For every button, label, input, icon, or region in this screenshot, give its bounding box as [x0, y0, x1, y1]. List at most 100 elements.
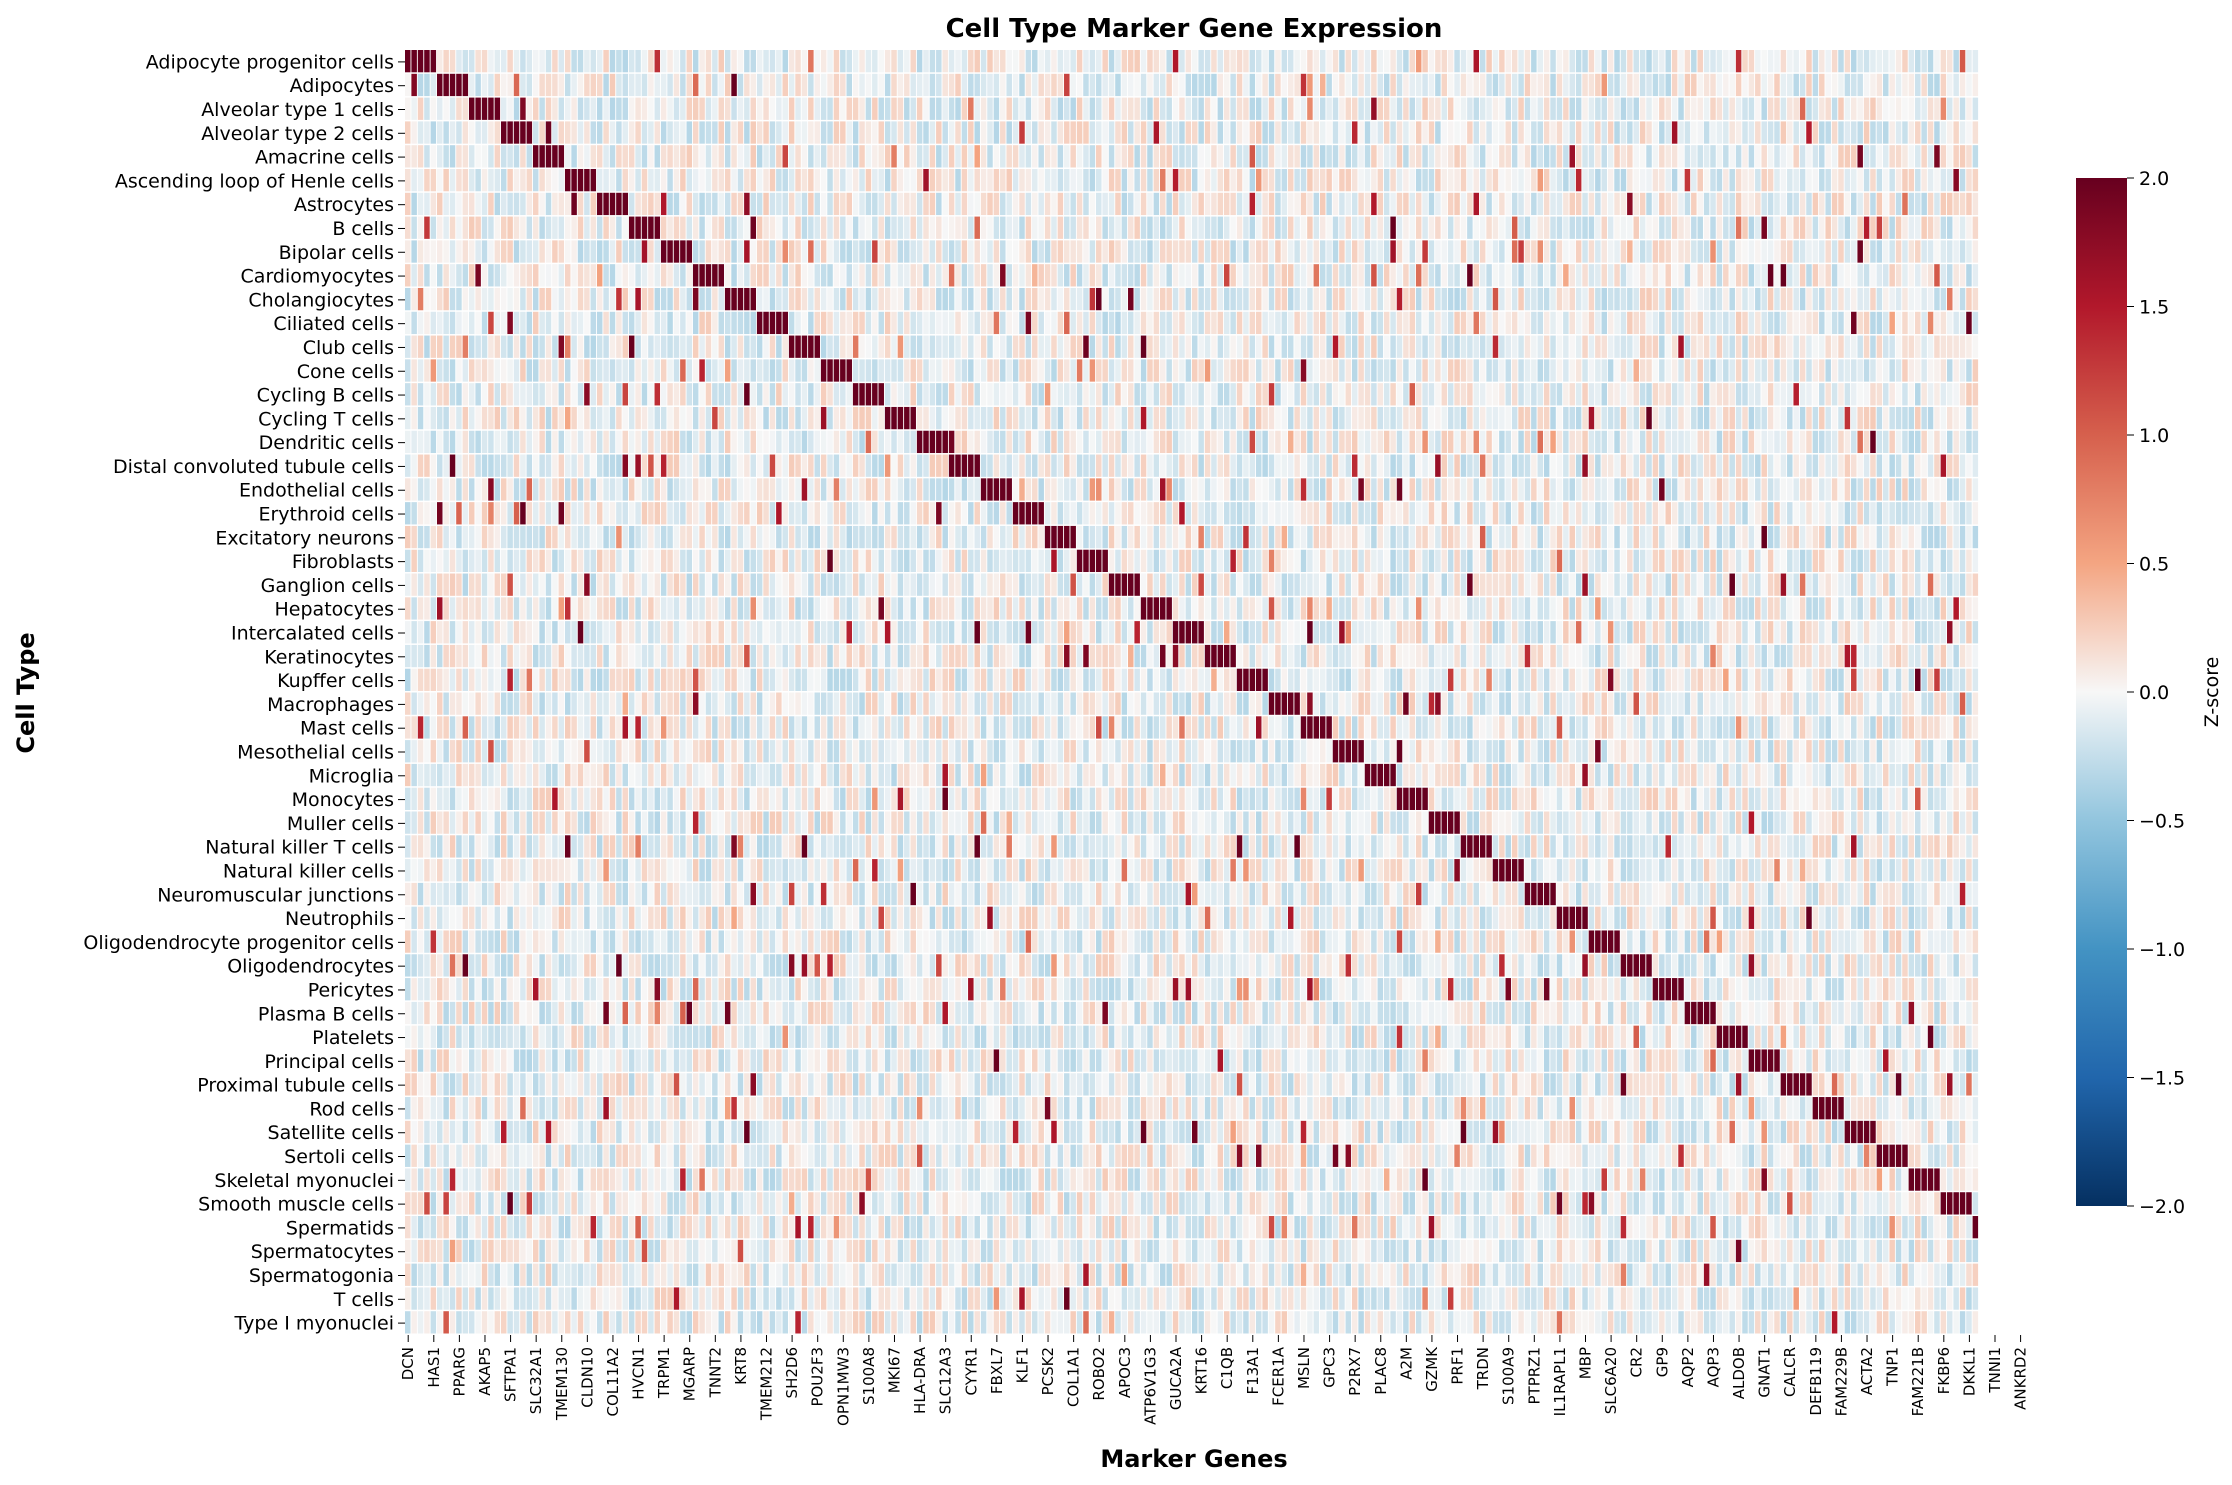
- heatmap-cell: [910, 145, 916, 168]
- heatmap-cell: [1793, 406, 1799, 430]
- heatmap-cell: [769, 525, 776, 549]
- heatmap-cell: [1089, 359, 1096, 382]
- heatmap-cell: [1518, 97, 1524, 120]
- heatmap-cell: [411, 240, 417, 263]
- heatmap-cell: [1556, 50, 1563, 73]
- heatmap-cell: [411, 430, 417, 454]
- heatmap-cell: [1787, 192, 1793, 216]
- heatmap-cell: [1275, 192, 1281, 216]
- heatmap-cell: [1172, 145, 1179, 168]
- heatmap-cell: [1633, 287, 1639, 311]
- heatmap-cell: [1262, 73, 1268, 97]
- heatmap-cell: [430, 50, 437, 73]
- heatmap-cell: [1499, 359, 1505, 382]
- heatmap-cell: [1915, 383, 1921, 406]
- heatmap-cell: [974, 311, 980, 335]
- heatmap-cell: [1371, 50, 1377, 73]
- heatmap-cell: [417, 502, 424, 525]
- heatmap-cell: [840, 478, 846, 501]
- heatmap-cell: [718, 192, 725, 216]
- heatmap-cell: [1735, 97, 1742, 120]
- heatmap-cell: [1723, 311, 1729, 335]
- heatmap-cell: [878, 525, 884, 549]
- heatmap-cell: [577, 73, 584, 97]
- heatmap-cell: [680, 406, 686, 430]
- heatmap-cell: [411, 192, 417, 216]
- heatmap-cell: [1345, 50, 1352, 73]
- heatmap-cell: [1518, 73, 1524, 97]
- heatmap-cell: [1140, 430, 1147, 454]
- heatmap-cell: [884, 478, 891, 501]
- heatmap-cell: [1383, 240, 1390, 263]
- heatmap-cell: [1326, 73, 1332, 97]
- heatmap-cell: [1972, 145, 1979, 168]
- heatmap-cell: [1780, 192, 1787, 216]
- heatmap-cell: [468, 430, 475, 454]
- heatmap-cell: [942, 192, 948, 216]
- heatmap-cell: [1703, 335, 1710, 358]
- heatmap-cell: [731, 525, 737, 549]
- heatmap-cell: [1396, 383, 1403, 406]
- heatmap-cell: [692, 311, 699, 335]
- heatmap-cell: [1511, 50, 1518, 73]
- heatmap-cell: [1134, 335, 1140, 358]
- heatmap-cell: [1940, 73, 1947, 97]
- heatmap-cell: [1409, 168, 1416, 192]
- heatmap-cell: [846, 335, 852, 358]
- heatmap-cell: [417, 168, 424, 192]
- heatmap-cell: [1473, 287, 1480, 311]
- heatmap-cell: [1057, 430, 1064, 454]
- heatmap-cell: [980, 359, 987, 382]
- heatmap-cell: [801, 168, 808, 192]
- heatmap-cell: [782, 97, 788, 120]
- heatmap-cell: [449, 502, 456, 525]
- heatmap-cell: [1351, 121, 1358, 144]
- heatmap-cell: [1275, 478, 1281, 501]
- heatmap-cell: [1767, 192, 1774, 216]
- heatmap-cell: [411, 97, 417, 120]
- heatmap-cell: [1915, 359, 1921, 382]
- heatmap-cell: [622, 121, 629, 144]
- heatmap-cell: [968, 97, 974, 120]
- heatmap-cell: [1831, 454, 1838, 477]
- heatmap-cell: [1371, 145, 1377, 168]
- heatmap-cell: [705, 335, 712, 358]
- heatmap-cell: [1211, 454, 1217, 477]
- heatmap-cell: [1607, 216, 1614, 239]
- heatmap-cell: [993, 454, 1000, 477]
- heatmap-cell: [1447, 145, 1454, 168]
- heatmap-cell: [1051, 406, 1057, 430]
- heatmap-cell: [1198, 311, 1204, 335]
- heatmap-cell: [1192, 216, 1198, 239]
- heatmap-cell: [961, 359, 968, 382]
- heatmap-cell: [744, 168, 750, 192]
- heatmap-cell: [1128, 478, 1134, 501]
- heatmap-cell: [910, 168, 916, 192]
- heatmap-cell: [1870, 478, 1876, 501]
- heatmap-cell: [980, 430, 987, 454]
- heatmap-cell: [795, 121, 801, 144]
- heatmap-cell: [654, 335, 661, 358]
- heatmap-cell: [1851, 192, 1857, 216]
- heatmap-cell: [1383, 264, 1390, 287]
- heatmap-cell: [1883, 264, 1889, 287]
- heatmap-cell: [1953, 168, 1959, 192]
- heatmap-cell: [1185, 50, 1192, 73]
- heatmap-cell: [1595, 216, 1601, 239]
- heatmap-cell: [1473, 50, 1480, 73]
- heatmap-cell: [1563, 145, 1569, 168]
- heatmap-cell: [916, 168, 923, 192]
- heatmap-cell: [897, 311, 904, 335]
- heatmap-cell: [1543, 454, 1550, 477]
- heatmap-cell: [1915, 287, 1921, 311]
- heatmap-cell: [1511, 406, 1518, 430]
- heatmap-cell: [603, 383, 609, 406]
- heatmap-cell: [1044, 406, 1051, 430]
- heatmap-cell: [840, 168, 846, 192]
- heatmap-cell: [1691, 168, 1697, 192]
- heatmap-cell: [1915, 430, 1921, 454]
- heatmap-cell: [1710, 454, 1716, 477]
- heatmap-cell: [1799, 73, 1806, 97]
- heatmap-cell: [705, 311, 712, 335]
- heatmap-cell: [616, 264, 622, 287]
